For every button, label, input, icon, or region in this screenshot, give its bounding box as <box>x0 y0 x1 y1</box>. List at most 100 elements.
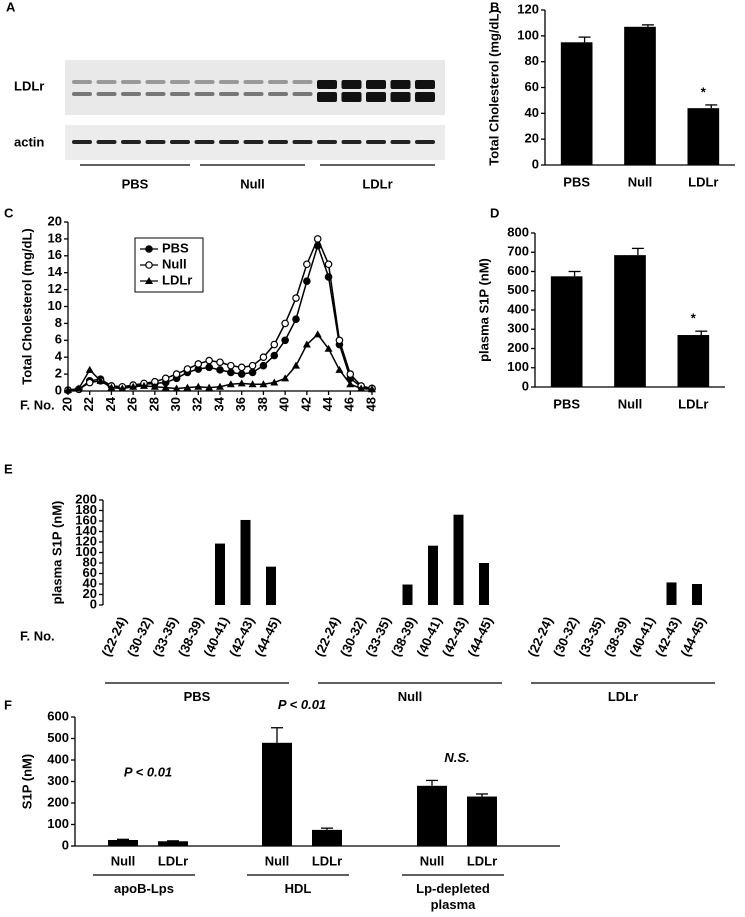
y-tick-label: 60 <box>83 565 97 580</box>
y-tick-label: 0 <box>522 378 529 393</box>
point <box>237 363 246 372</box>
point <box>227 368 235 377</box>
blot-band <box>292 92 313 96</box>
point <box>259 380 268 388</box>
point <box>270 378 279 386</box>
point <box>270 351 279 360</box>
y-axis-label: S1P (nM) <box>19 754 34 809</box>
x-tick-label: LDLr <box>312 853 342 868</box>
bar <box>428 545 438 605</box>
bar <box>550 276 583 387</box>
y-tick-label: 700 <box>507 244 529 259</box>
x-tick-label: 32 <box>190 397 205 411</box>
point <box>335 336 344 345</box>
point <box>346 380 355 388</box>
bar <box>312 829 342 846</box>
panel-label: A <box>6 0 16 14</box>
point <box>194 382 203 390</box>
blot-band <box>292 140 313 144</box>
blot-band <box>390 80 411 89</box>
blot-band <box>170 92 190 96</box>
blot-band <box>219 80 239 84</box>
point <box>248 361 257 370</box>
point <box>292 315 300 323</box>
point <box>303 260 311 269</box>
point <box>248 380 257 388</box>
legend-marker <box>145 261 153 269</box>
point <box>205 356 213 365</box>
y-tick-label: 500 <box>47 730 69 745</box>
point <box>292 294 300 302</box>
blot-band <box>317 140 337 144</box>
point <box>118 384 127 392</box>
blot-band <box>96 80 117 84</box>
blot-band <box>243 80 264 84</box>
x-tick-label: Null <box>265 853 290 868</box>
bar <box>560 42 593 165</box>
legend-marker <box>145 245 153 253</box>
x-tick-label: 24 <box>103 396 118 411</box>
group-label: HDL <box>284 881 312 896</box>
blot-band <box>415 92 435 102</box>
blot-band <box>268 92 288 96</box>
panel-label: F <box>4 697 12 712</box>
y-tick-label: 0 <box>55 382 62 397</box>
blot-band <box>121 140 141 144</box>
blot-band <box>366 92 386 102</box>
y-tick-label: 500 <box>507 282 529 297</box>
blot-band <box>268 140 288 144</box>
point <box>161 374 170 383</box>
blot-band <box>219 92 239 96</box>
row-label: LDLr <box>14 78 44 93</box>
blot-band <box>96 92 117 96</box>
point <box>205 383 214 391</box>
bar <box>402 584 413 605</box>
y-tick-label: 20 <box>83 586 97 601</box>
point <box>227 361 235 370</box>
point <box>172 370 181 378</box>
y-axis-label: plasma S1P (nM) <box>476 258 491 362</box>
blot-band <box>243 92 264 96</box>
bar <box>624 26 656 165</box>
blot-band <box>121 92 141 96</box>
point <box>346 370 355 378</box>
y-tick-label: 120 <box>517 1 539 16</box>
blot-band <box>415 80 435 89</box>
x-tick-label: PBS <box>563 174 590 189</box>
point <box>216 358 224 367</box>
point <box>140 381 148 389</box>
blot-band <box>341 140 362 144</box>
bar <box>262 742 292 846</box>
y-tick-label: 100 <box>75 544 97 559</box>
x-tick-label: Null <box>111 853 136 868</box>
y-tick-label: 600 <box>507 263 529 278</box>
blot-band <box>72 80 92 84</box>
blot-band <box>194 92 215 96</box>
bar <box>692 584 702 605</box>
bar <box>467 796 497 846</box>
y-tick-label: 2 <box>55 366 62 381</box>
point <box>183 383 192 391</box>
blot-band <box>268 80 288 84</box>
y-tick-label: 600 <box>47 708 69 723</box>
x-tick-label: 22 <box>81 397 96 411</box>
x-tick-label: 26 <box>125 397 140 411</box>
x-tick-label: 48 <box>363 397 378 411</box>
y-tick-label: 400 <box>507 301 529 316</box>
group-label: apoB-Lps <box>114 881 174 896</box>
group-label: Null <box>397 689 423 704</box>
y-tick-label: 8 <box>55 315 62 330</box>
bar <box>666 582 677 605</box>
y-tick-label: 18 <box>48 230 62 245</box>
x-tick-label: LDLr <box>688 174 718 189</box>
y-tick-label: 0 <box>90 596 97 611</box>
point <box>281 319 289 328</box>
panel-label: D <box>490 205 499 220</box>
point <box>324 344 333 352</box>
blot-band <box>170 80 190 84</box>
annotation: N.S. <box>444 750 469 765</box>
annotation: P < 0.01 <box>278 697 326 712</box>
x-tick-label: PBS <box>553 396 580 411</box>
point <box>74 384 83 392</box>
y-tick-label: 200 <box>47 794 69 809</box>
